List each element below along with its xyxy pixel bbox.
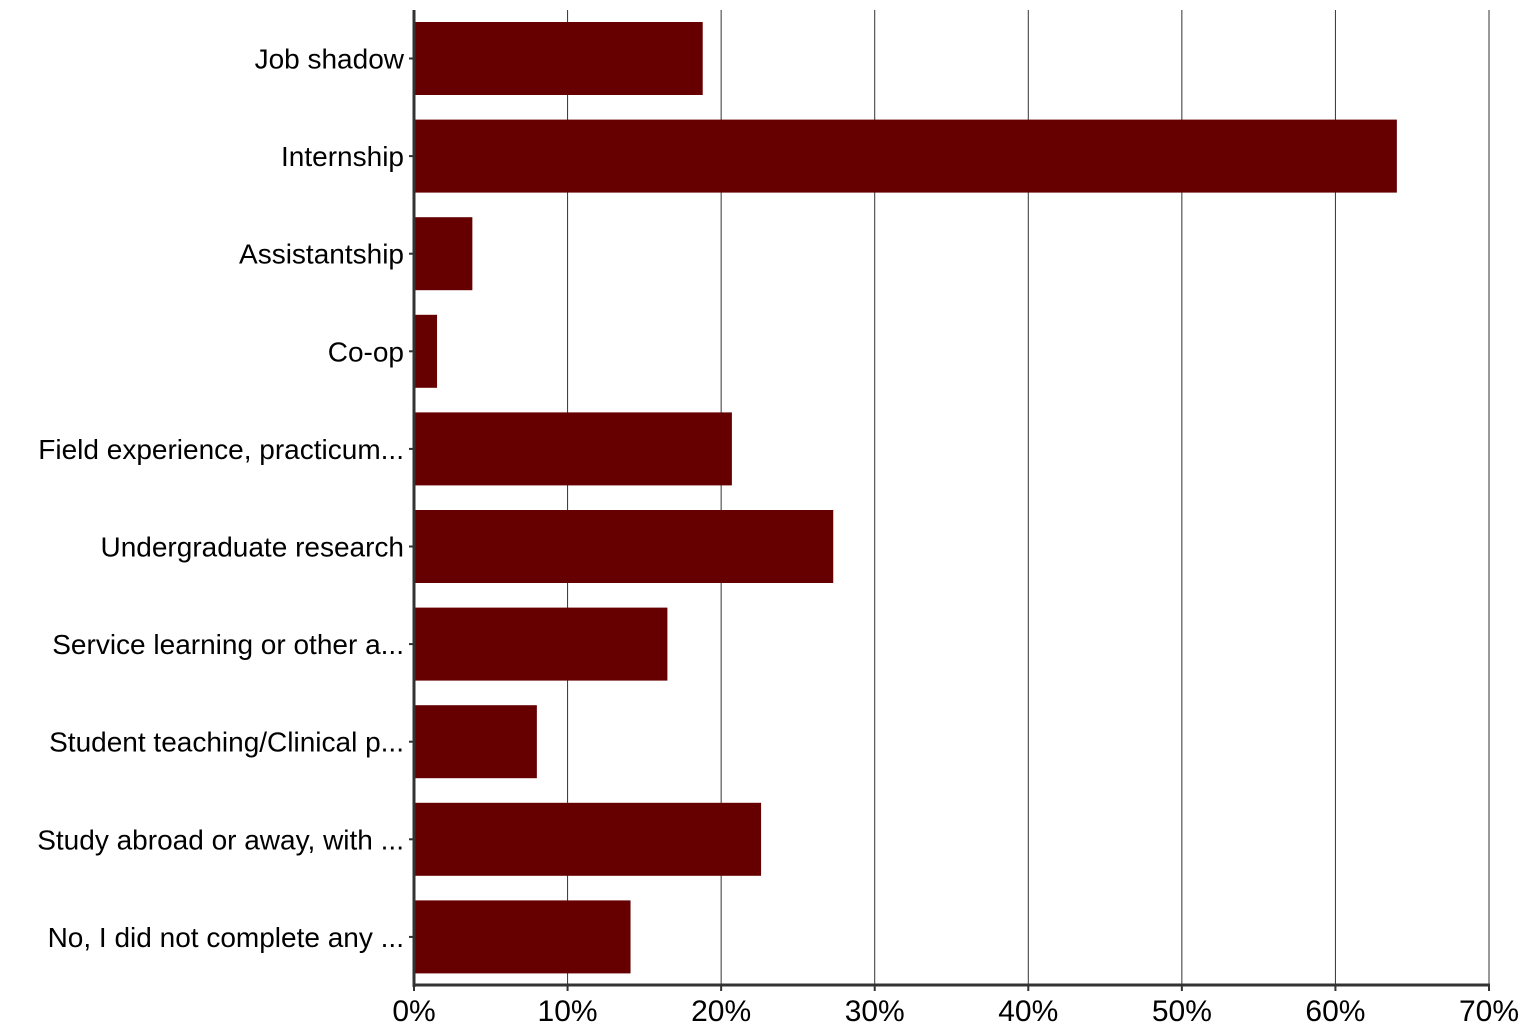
x-tick-label: 40% [998,995,1058,1025]
x-tick-label: 0% [392,995,435,1025]
category-label: Undergraduate research [100,532,404,563]
x-tick-labels: 0% 10% 20% 30% 40% 50% 60% 70% [392,995,1519,1025]
category-label: Job shadow [255,44,405,75]
x-tick-label: 10% [538,995,598,1025]
bar-1 [414,119,1397,193]
category-label: Student teaching/Clinical p... [49,727,404,758]
bar-0 [414,22,703,95]
category-label: Field experience, practicum... [38,434,404,465]
x-tick-label: 30% [845,995,905,1025]
category-labels: Job shadow Internship Assistantship Co-op Fi… [37,44,405,953]
x-tick-label: 60% [1305,995,1365,1025]
category-label: Study abroad or away, with ... [37,824,404,855]
category-label: Assistantship [239,239,404,270]
bar-5 [414,510,834,583]
category-label: Service learning or other a... [52,629,404,660]
bar-6 [414,607,668,681]
x-tick-label: 50% [1152,995,1212,1025]
bars [414,22,1397,974]
bar-9 [414,900,631,974]
x-tick-label: 70% [1459,995,1519,1025]
x-tick-label: 20% [691,995,751,1025]
category-label: Co-op [328,336,404,367]
axes [409,10,1490,991]
bar-7 [414,705,537,779]
bar-4 [414,412,732,486]
bar-2 [414,217,473,291]
bar-8 [414,802,762,876]
category-label: No, I did not complete any ... [48,922,404,953]
category-label: Internship [281,141,404,172]
bar-3 [414,314,438,388]
